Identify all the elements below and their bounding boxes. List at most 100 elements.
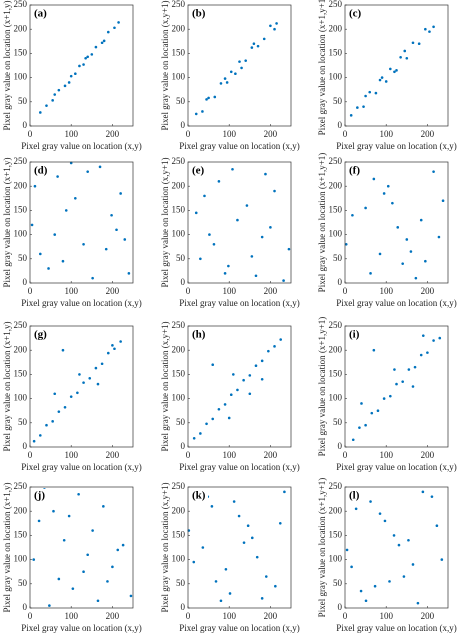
scatter-point — [430, 495, 434, 498]
scatter-point — [350, 565, 353, 569]
scatter-point — [264, 575, 268, 578]
scatter-point — [86, 553, 89, 557]
scatter-point — [199, 432, 202, 435]
x-tick-label: 200 — [421, 611, 435, 621]
panel-label: (c) — [349, 8, 362, 20]
scatter-point — [82, 570, 85, 573]
scatter-point — [424, 27, 427, 31]
panel-label-bg — [190, 7, 208, 20]
panel-label-bg — [347, 164, 365, 177]
scatter-point — [254, 274, 258, 278]
scatter-point — [71, 587, 75, 590]
x-tick-label: 100 — [64, 286, 78, 296]
scatter-point — [364, 206, 367, 210]
x-tick-label: 0 — [28, 611, 33, 621]
scatter-point — [69, 74, 73, 78]
scatter-point — [39, 434, 42, 437]
plot-area — [345, 326, 448, 447]
scatter-point — [238, 60, 241, 63]
scatter-point — [61, 348, 65, 352]
scatter-point — [57, 577, 61, 581]
scatter-point — [359, 589, 363, 593]
y-tick-label: 150 — [329, 47, 343, 57]
scatter-point — [113, 26, 116, 30]
scatter-point — [260, 597, 264, 600]
scatter-point — [123, 238, 127, 241]
x-tick-label: 200 — [106, 611, 120, 621]
scatter-point — [115, 228, 118, 232]
scatter-point — [380, 76, 384, 79]
scatter-point — [358, 426, 361, 429]
scatter-point — [232, 373, 235, 376]
scatter-point — [113, 347, 116, 351]
scatter-point — [62, 538, 66, 542]
x-tick-label: 0 — [28, 286, 33, 296]
scatter-point — [82, 381, 85, 384]
scatter-point — [248, 374, 252, 377]
y-tick-label: 100 — [329, 393, 343, 403]
scatter-point — [78, 373, 81, 376]
axes-box — [344, 486, 449, 609]
y-tick-label: 0 — [338, 441, 343, 451]
y-tick-label: 50 — [176, 417, 186, 427]
scatter-point — [77, 492, 80, 496]
scatter-point — [116, 548, 120, 552]
x-tick-label: 100 — [64, 611, 78, 621]
y-axis-label: Pixel gray value on location (x+1,y) — [2, 0, 12, 130]
scatter-point — [383, 519, 387, 523]
scatter-point — [282, 279, 285, 282]
x-tick-label: 100 — [379, 129, 393, 139]
scatter-point — [351, 438, 355, 442]
scatter-point — [421, 334, 425, 337]
scatter-point — [242, 378, 245, 382]
scatter-point — [395, 382, 398, 386]
scatter-point — [227, 416, 231, 420]
scatter-point — [389, 394, 392, 398]
scatter-point — [57, 88, 61, 92]
x-axis-label: Pixel gray value on location (x,y) — [179, 462, 299, 472]
y-tick-label: 100 — [14, 229, 28, 239]
axes-box — [29, 325, 134, 448]
scatter-point — [362, 105, 365, 108]
scatter-point — [273, 27, 276, 31]
y-tick-label: 200 — [172, 180, 186, 190]
scatter-point — [364, 423, 367, 427]
scatter-point — [405, 56, 409, 60]
scatter-point — [223, 403, 227, 406]
x-axis-label: Pixel gray value on location (x,y) — [179, 141, 299, 151]
scatter-point — [440, 558, 444, 561]
scatter-point — [378, 512, 382, 515]
x-tick-label: 200 — [421, 450, 435, 460]
scatter-point — [368, 90, 372, 94]
scatter-point — [245, 204, 249, 207]
plot-area — [188, 487, 291, 608]
scatter-point — [219, 82, 223, 85]
scatter-point — [260, 377, 264, 381]
panel-label: (i) — [349, 329, 360, 341]
x-tick-label: 100 — [222, 611, 236, 621]
x-tick-label: 200 — [264, 611, 278, 621]
y-tick-label: 50 — [333, 96, 343, 106]
panel-label: (b) — [192, 8, 206, 20]
y-tick-label: 100 — [14, 393, 28, 403]
plot-area — [30, 487, 133, 608]
panel-label-bg — [347, 489, 365, 502]
scatter-point — [393, 368, 396, 371]
axes-box — [344, 161, 449, 284]
scatter-point — [207, 96, 210, 100]
y-tick-label: 0 — [23, 277, 28, 287]
y-tick-label: 200 — [172, 505, 186, 515]
scatter-point — [432, 25, 435, 29]
x-tick-label: 0 — [28, 450, 33, 460]
axes-box — [187, 325, 292, 448]
scatter-point — [98, 165, 102, 169]
x-axis-label: Pixel gray value on location (x,y) — [336, 623, 456, 633]
x-tick-label: 100 — [222, 129, 236, 139]
scatter-point — [194, 112, 198, 116]
scatter-point — [388, 580, 391, 583]
scatter-point — [246, 524, 250, 528]
scatter-point — [262, 37, 266, 41]
scatter-point — [102, 39, 106, 43]
scatter-point — [411, 41, 415, 45]
x-tick-label: 200 — [106, 450, 120, 460]
